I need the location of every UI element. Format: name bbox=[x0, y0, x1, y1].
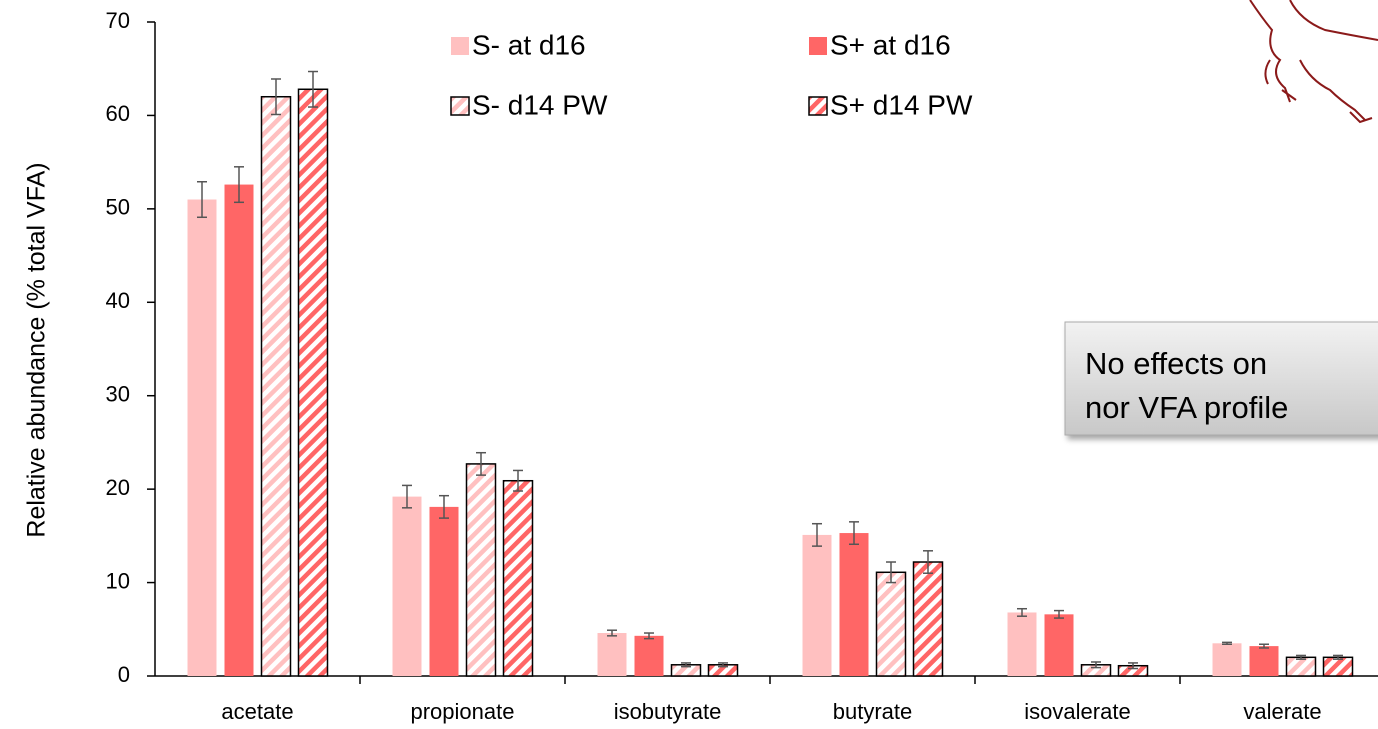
bar bbox=[598, 633, 627, 676]
pig-sketch bbox=[1250, 0, 1378, 122]
bar bbox=[877, 572, 906, 676]
y-tick-label: 10 bbox=[106, 568, 130, 593]
y-tick-label: 60 bbox=[106, 101, 130, 126]
legend-swatch bbox=[451, 97, 469, 115]
legend-swatch bbox=[809, 37, 827, 55]
x-tick-label: acetate bbox=[221, 699, 293, 724]
x-tick-label: propionate bbox=[411, 699, 515, 724]
annotation-line: nor VFA profile bbox=[1085, 390, 1288, 425]
bar bbox=[635, 636, 664, 676]
legend-swatch bbox=[809, 97, 827, 115]
y-tick-label: 70 bbox=[106, 8, 130, 33]
legend-label: S+ d14 PW bbox=[830, 89, 973, 120]
bar bbox=[1045, 614, 1074, 676]
y-tick-label: 0 bbox=[118, 662, 130, 687]
bar bbox=[803, 535, 832, 676]
y-tick-label: 30 bbox=[106, 382, 130, 407]
x-tick-label: isobutyrate bbox=[614, 699, 722, 724]
y-axis-title: Relative abundance (% total VFA) bbox=[23, 162, 51, 537]
bar bbox=[467, 464, 496, 676]
bar bbox=[430, 507, 459, 676]
x-tick-label: isovalerate bbox=[1024, 699, 1130, 724]
legend-label: S- d14 PW bbox=[472, 89, 608, 120]
annotation-line: No effects on bbox=[1085, 346, 1267, 381]
bar bbox=[393, 497, 422, 676]
bar bbox=[1213, 643, 1242, 676]
legend-label: S- at d16 bbox=[472, 29, 586, 60]
y-tick-label: 50 bbox=[106, 195, 130, 220]
bar bbox=[299, 89, 328, 676]
x-tick-label: butyrate bbox=[833, 699, 913, 724]
bar bbox=[188, 200, 217, 676]
legend-label: S+ at d16 bbox=[830, 29, 951, 60]
bar bbox=[840, 533, 869, 676]
y-tick-label: 20 bbox=[106, 475, 130, 500]
bar bbox=[1250, 646, 1279, 676]
legend-swatch bbox=[451, 37, 469, 55]
annotation-box: No effects on nor VFA profile bbox=[1065, 322, 1378, 435]
bar bbox=[504, 481, 533, 676]
bar bbox=[1008, 612, 1037, 676]
bar bbox=[225, 185, 254, 676]
y-tick-label: 40 bbox=[106, 288, 130, 313]
bar bbox=[262, 97, 291, 676]
bar bbox=[1287, 657, 1316, 676]
bar bbox=[1324, 657, 1353, 676]
chart: Relative abundance (% total VFA) No effe… bbox=[0, 0, 1378, 729]
x-tick-label: valerate bbox=[1243, 699, 1321, 724]
bar bbox=[914, 562, 943, 676]
